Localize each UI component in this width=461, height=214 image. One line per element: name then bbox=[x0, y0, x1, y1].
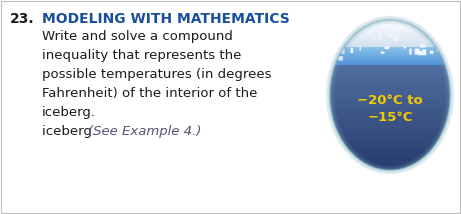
Text: 23.: 23. bbox=[10, 12, 35, 26]
Text: iceberg.: iceberg. bbox=[42, 106, 96, 119]
Text: possible temperatures (in degrees: possible temperatures (in degrees bbox=[42, 68, 272, 81]
Text: iceberg.: iceberg. bbox=[42, 125, 105, 138]
Text: MODELING WITH MATHEMATICS: MODELING WITH MATHEMATICS bbox=[42, 12, 290, 26]
Text: inequality that represents the: inequality that represents the bbox=[42, 49, 242, 62]
Text: Write and solve a compound: Write and solve a compound bbox=[42, 30, 233, 43]
Text: Fahrenheit) of the interior of the: Fahrenheit) of the interior of the bbox=[42, 87, 257, 100]
Text: −15°C: −15°C bbox=[367, 110, 413, 123]
Text: −20°C to: −20°C to bbox=[357, 94, 423, 107]
Text: (See Example 4.): (See Example 4.) bbox=[88, 125, 201, 138]
Ellipse shape bbox=[326, 16, 454, 174]
